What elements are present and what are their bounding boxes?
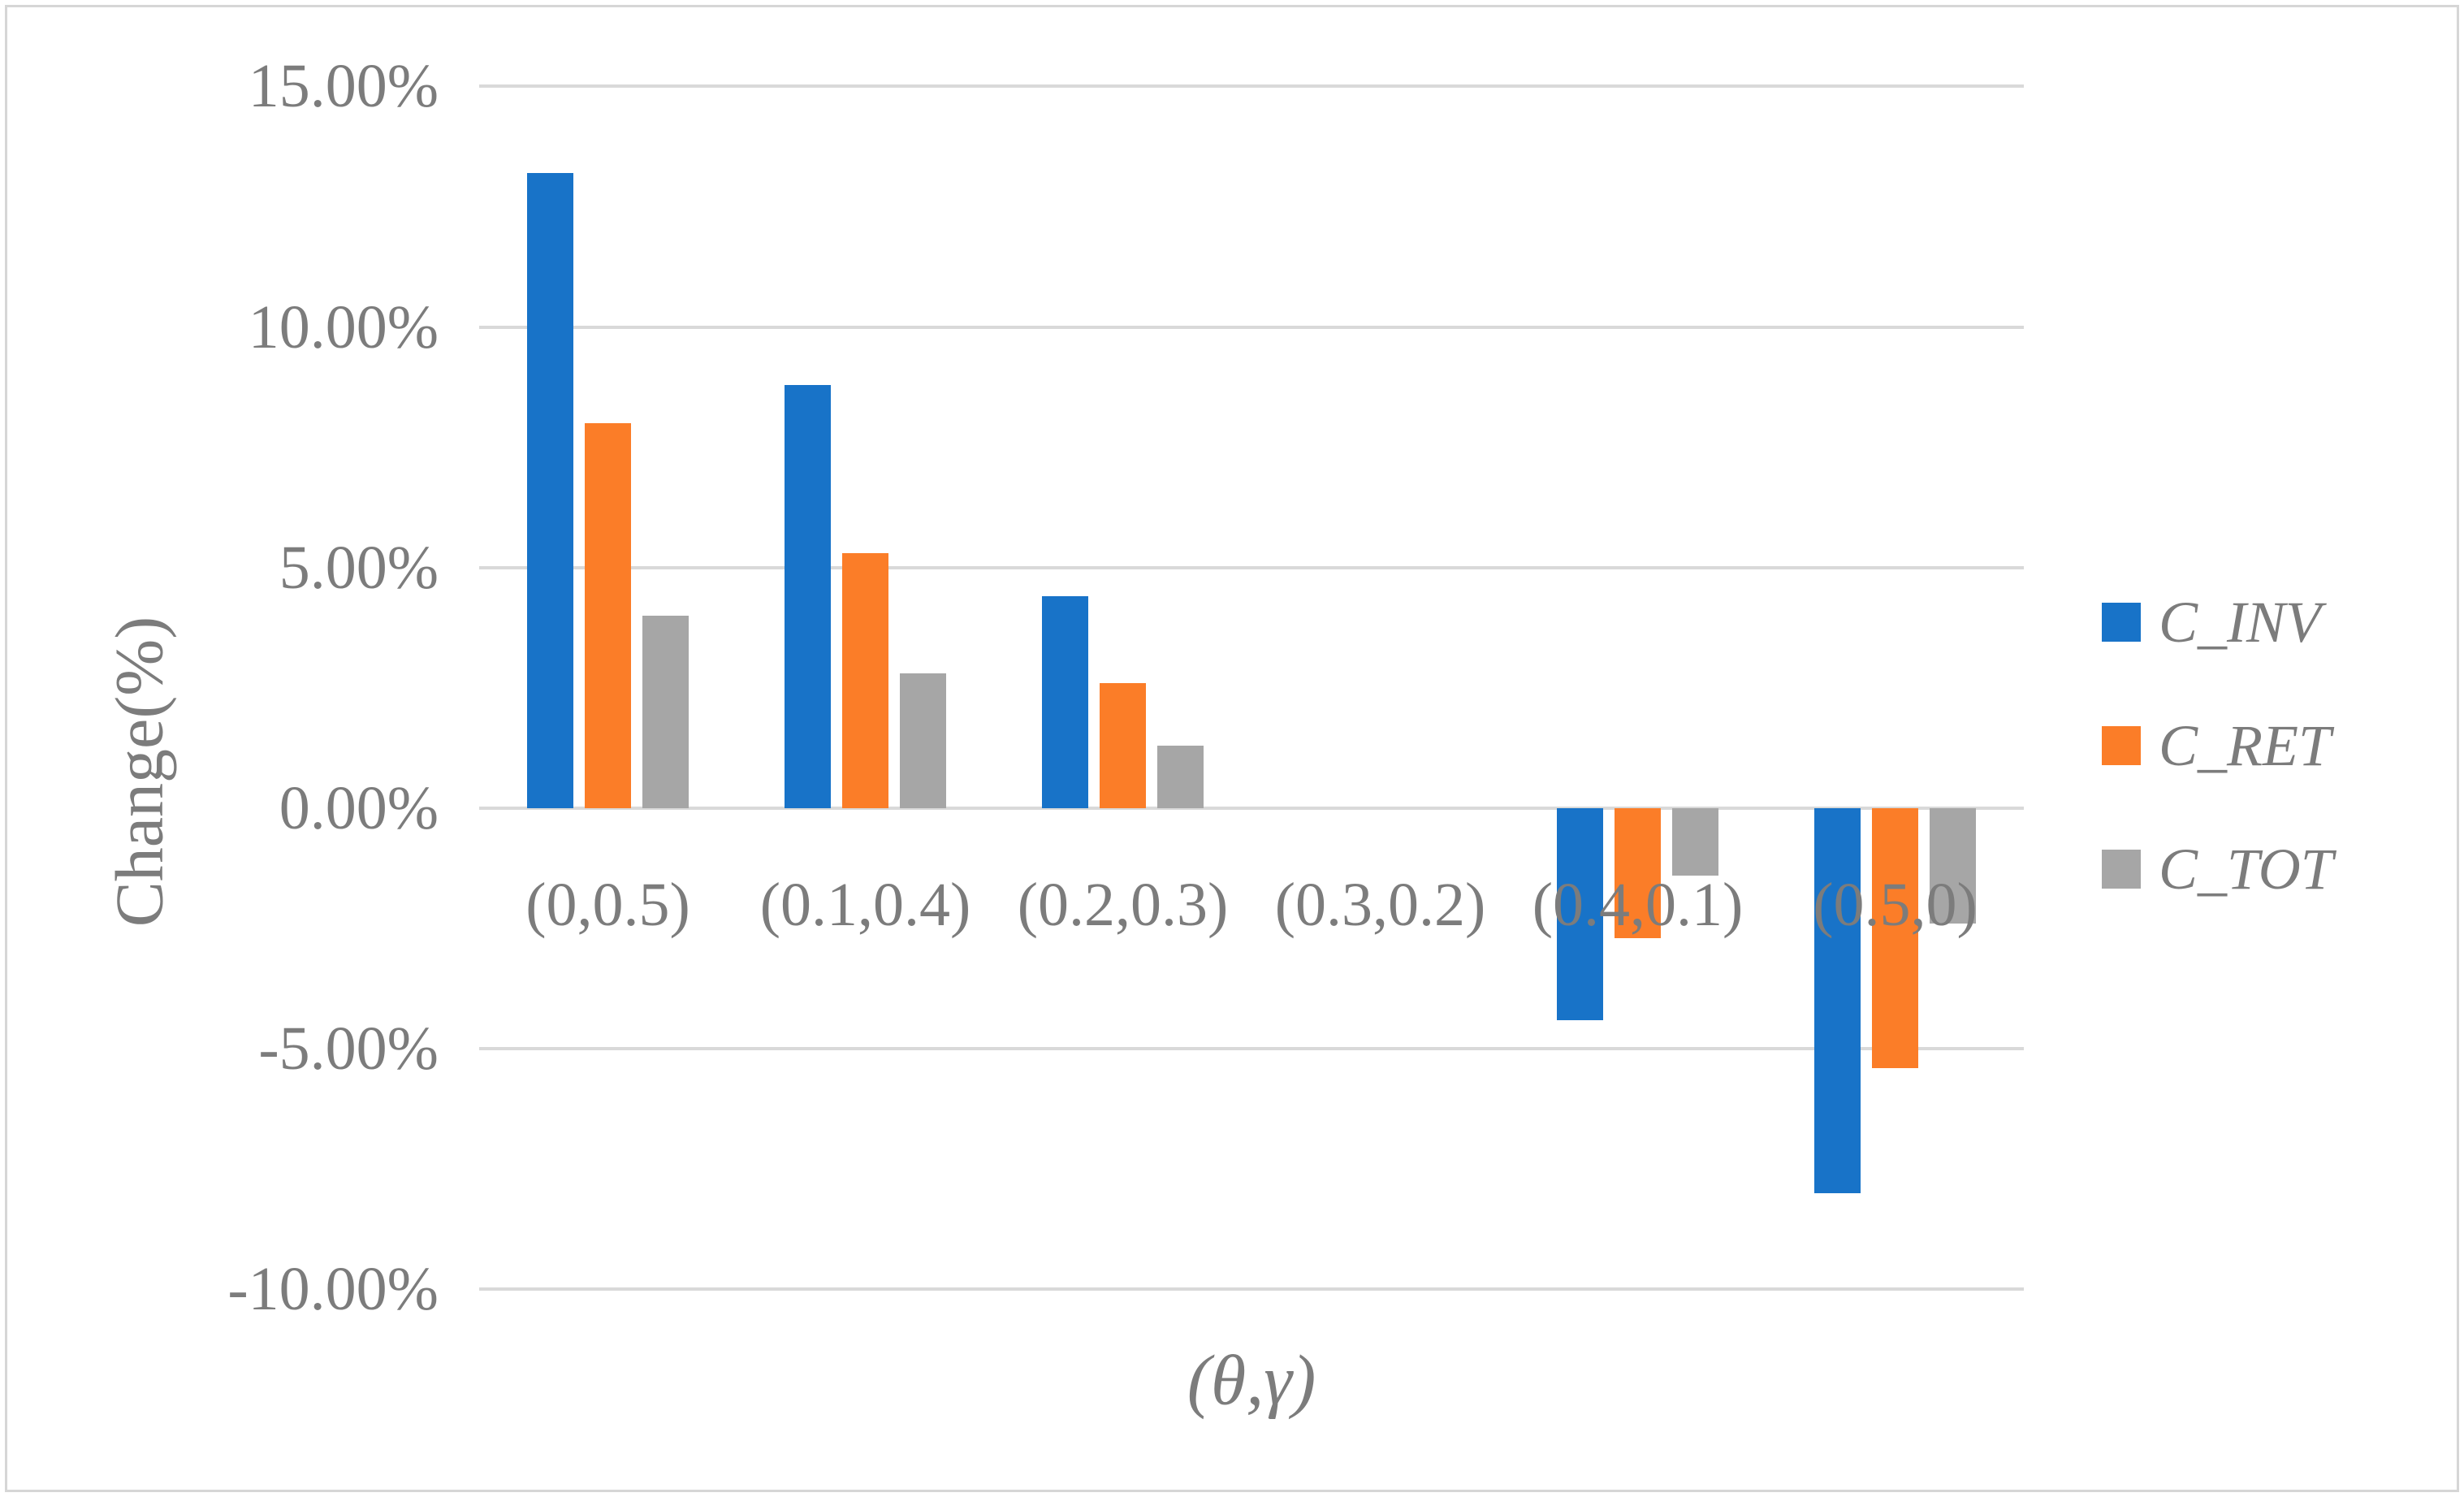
bar-C_TOT-(0,0.5) xyxy=(642,616,689,808)
figure-border xyxy=(5,5,2459,1492)
bar-C_TOT-(0.4,0.1) xyxy=(1672,808,1718,876)
y-tick-label: 5.00% xyxy=(279,533,439,602)
gridline-0.00% xyxy=(479,807,2024,810)
gridline-15.00% xyxy=(479,84,2024,89)
x-category-label: (0.3,0.2) xyxy=(1274,871,1486,939)
legend: C_INV C_RET C_TOT xyxy=(2102,590,2333,972)
x-category-label: (0.2,0.3) xyxy=(1017,871,1229,939)
bar-C_RET-(0.4,0.1) xyxy=(1615,808,1661,938)
x-category-label: (0.4,0.1) xyxy=(1532,871,1744,939)
legend-label: C_INV xyxy=(2159,590,2322,655)
y-tick-label: 15.00% xyxy=(248,52,439,121)
bar-C_RET-(0.2,0.3) xyxy=(1100,682,1146,808)
gridline--5.00% xyxy=(479,1047,2024,1051)
y-tick-label: 0.00% xyxy=(279,774,439,842)
bar-C_TOT-(0.5,0) xyxy=(1930,808,1976,924)
bar-C_INV-(0.2,0.3) xyxy=(1042,596,1088,808)
gridline--10.00% xyxy=(479,1287,2024,1291)
x-category-label: (0,0.5) xyxy=(525,871,690,939)
bar-C_TOT-(0.1,0.4) xyxy=(900,673,946,808)
legend-label: C_RET xyxy=(2159,713,2332,778)
x-category-label: (0.5,0) xyxy=(1813,871,1978,939)
bar-C_RET-(0.5,0) xyxy=(1872,808,1918,1068)
legend-label: C_TOT xyxy=(2159,837,2333,902)
legend-swatch-icon xyxy=(2102,850,2141,889)
gridline-10.00% xyxy=(479,325,2024,329)
bar-C_INV-(0.5,0) xyxy=(1814,808,1861,1193)
x-category-label: (0.1,0.4) xyxy=(759,871,971,939)
bar-C_RET-(0,0.5) xyxy=(585,423,631,808)
y-axis-title: Change(%) xyxy=(102,616,178,928)
legend-swatch-icon xyxy=(2102,603,2141,642)
gridline-5.00% xyxy=(479,565,2024,569)
bar-C_INV-(0.4,0.1) xyxy=(1557,808,1603,1020)
bar-C_TOT-(0.2,0.3) xyxy=(1157,745,1204,808)
bar-C_RET-(0.1,0.4) xyxy=(842,553,888,808)
bar-C_INV-(0,0.5) xyxy=(527,173,573,808)
y-tick-label: 10.00% xyxy=(248,292,439,361)
y-tick-label: -5.00% xyxy=(258,1015,439,1084)
y-tick-label: -10.00% xyxy=(227,1255,439,1324)
legend-item-C_INV: C_INV xyxy=(2102,590,2333,655)
legend-swatch-icon xyxy=(2102,726,2141,765)
legend-item-C_TOT: C_TOT xyxy=(2102,837,2333,902)
legend-item-C_RET: C_RET xyxy=(2102,713,2333,778)
bar-C_INV-(0.1,0.4) xyxy=(785,384,831,808)
x-axis-title: (θ,γ) xyxy=(1187,1341,1316,1421)
